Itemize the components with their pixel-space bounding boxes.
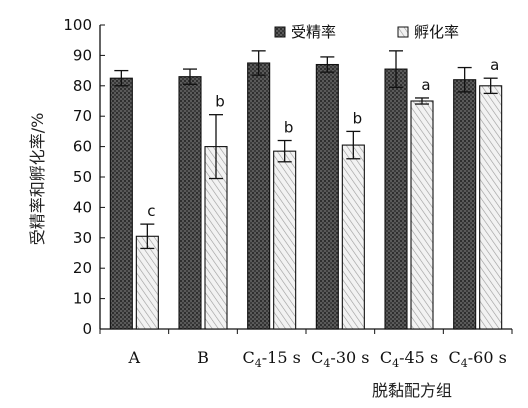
significance-label: a xyxy=(490,56,499,74)
bar-hatching xyxy=(273,150,297,330)
bar-hatching xyxy=(135,235,159,330)
bar-hatching xyxy=(410,100,434,330)
bar-fertilization xyxy=(384,68,408,330)
y-axis-title: 受精率和孵化率/% xyxy=(28,113,47,246)
bar-hatching xyxy=(341,144,365,330)
y-tick-label: 90 xyxy=(73,46,92,64)
x-tick-label: C4-30 s xyxy=(311,348,369,370)
bar-fertilization xyxy=(315,63,339,330)
bar-fertilization xyxy=(109,77,133,330)
significance-label: b xyxy=(284,119,294,137)
significance-label: b xyxy=(215,93,225,111)
x-tick-label: B xyxy=(197,348,209,367)
legend-label-hatching: 孵化率 xyxy=(414,23,459,41)
y-tick-label: 0 xyxy=(82,320,92,338)
significance-label: c xyxy=(147,202,155,220)
x-tick-label: C4-60 s xyxy=(449,348,507,370)
legend-swatch-hatching xyxy=(397,26,409,38)
legend-label-fertilization: 受精率 xyxy=(291,23,336,41)
y-tick-label: 70 xyxy=(73,107,92,125)
y-tick-label: 10 xyxy=(73,290,92,308)
x-tick-label: C4-45 s xyxy=(380,348,438,370)
bar-fertilization xyxy=(178,76,202,330)
bar-hatching xyxy=(479,85,503,330)
y-tick-label: 30 xyxy=(73,229,92,247)
y-tick-label: 60 xyxy=(73,138,92,156)
x-tick-label: A xyxy=(128,348,141,367)
y-tick-label: 80 xyxy=(73,77,92,95)
bar-fertilization xyxy=(247,62,271,330)
bar-fertilization xyxy=(453,79,477,330)
y-tick-label: 100 xyxy=(63,16,92,34)
significance-label: b xyxy=(353,109,363,127)
y-tick-label: 50 xyxy=(73,168,92,186)
y-tick-label: 40 xyxy=(73,198,92,216)
x-tick-label: C4-15 s xyxy=(243,348,301,370)
y-tick-label: 20 xyxy=(73,259,92,277)
legend-swatch-fertilization xyxy=(274,26,286,38)
x-axis-title: 脱黏配方组 xyxy=(372,381,452,400)
significance-label: a xyxy=(421,76,430,94)
